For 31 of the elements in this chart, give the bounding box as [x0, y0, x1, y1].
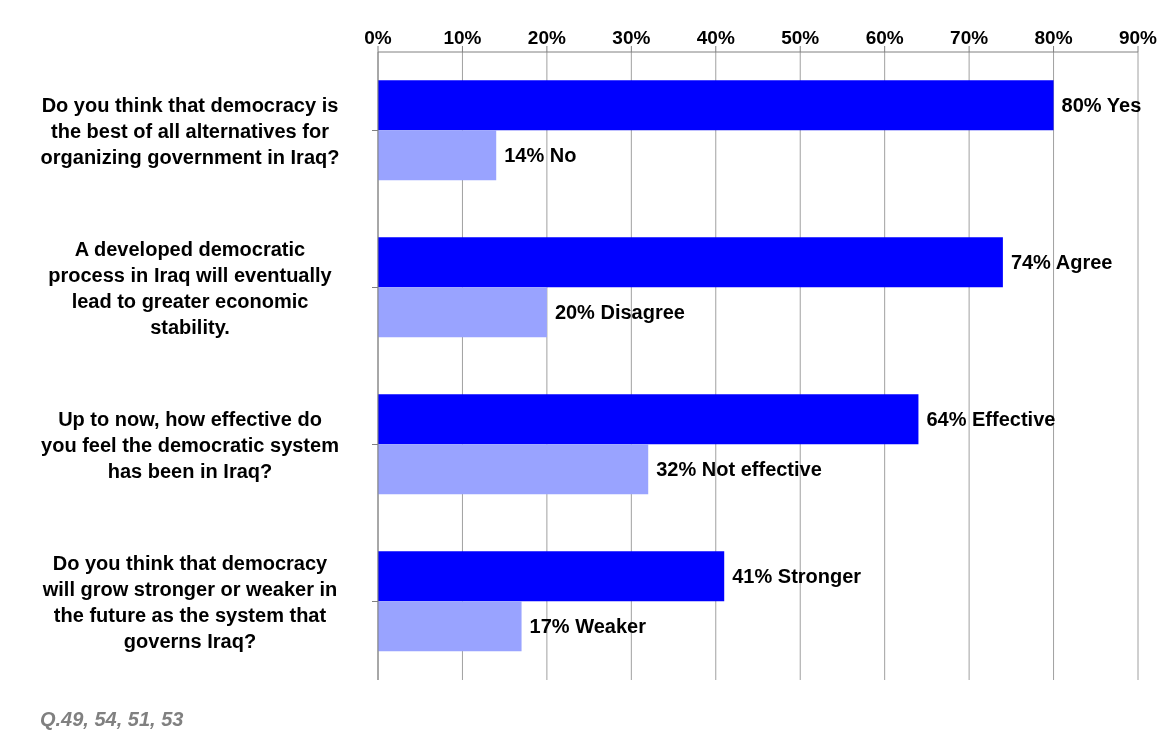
- x-tick-label: 0%: [364, 27, 392, 48]
- x-tick-label: 80%: [1034, 27, 1073, 48]
- x-tick-label: 20%: [527, 27, 567, 48]
- x-tick-label: 60%: [865, 27, 904, 48]
- x-tick-label: 10%: [443, 27, 482, 48]
- x-tick-label: 90%: [1118, 27, 1158, 48]
- bar: [378, 601, 522, 652]
- y-tick-label: Do you think that democracy will grow stronger or weaker in the future as the system that governs Iraq?: [41, 551, 338, 652]
- bar: [378, 394, 919, 445]
- data-label: 80% Yes: [1061, 94, 1142, 117]
- bar: [378, 237, 1003, 288]
- bar: [378, 551, 725, 602]
- text: Q.49, 54, 51, 53: [40, 708, 184, 731]
- y-tick-label: A developed democratic process in Iraq will eventually lead to greater economic stability.: [48, 237, 333, 338]
- y-tick-label: Up to now, how effective do you feel the democratic system has been in Iraq?: [41, 407, 339, 482]
- bar: [378, 444, 649, 495]
- bar: [378, 80, 1054, 131]
- x-tick-label: 30%: [612, 27, 651, 48]
- data-label: 20% Disagree: [554, 301, 685, 324]
- data-label: 41% Stronger: [732, 565, 862, 588]
- bar: [378, 130, 497, 181]
- x-tick-label: 70%: [950, 27, 989, 48]
- data-label: 14% No: [504, 144, 577, 167]
- data-label: 74% Agree: [1010, 251, 1113, 274]
- bar: [378, 287, 547, 338]
- x-tick-label: 50%: [781, 27, 820, 48]
- x-tick-label: 40%: [696, 27, 735, 48]
- y-tick-label: Do you think that democracy is the best of all alternatives for organizing government in Iraq?: [40, 93, 340, 168]
- data-label: 32% Not effective: [656, 458, 822, 481]
- data-label: 17% Weaker: [529, 615, 647, 638]
- data-label: 64% Effective: [926, 408, 1056, 431]
